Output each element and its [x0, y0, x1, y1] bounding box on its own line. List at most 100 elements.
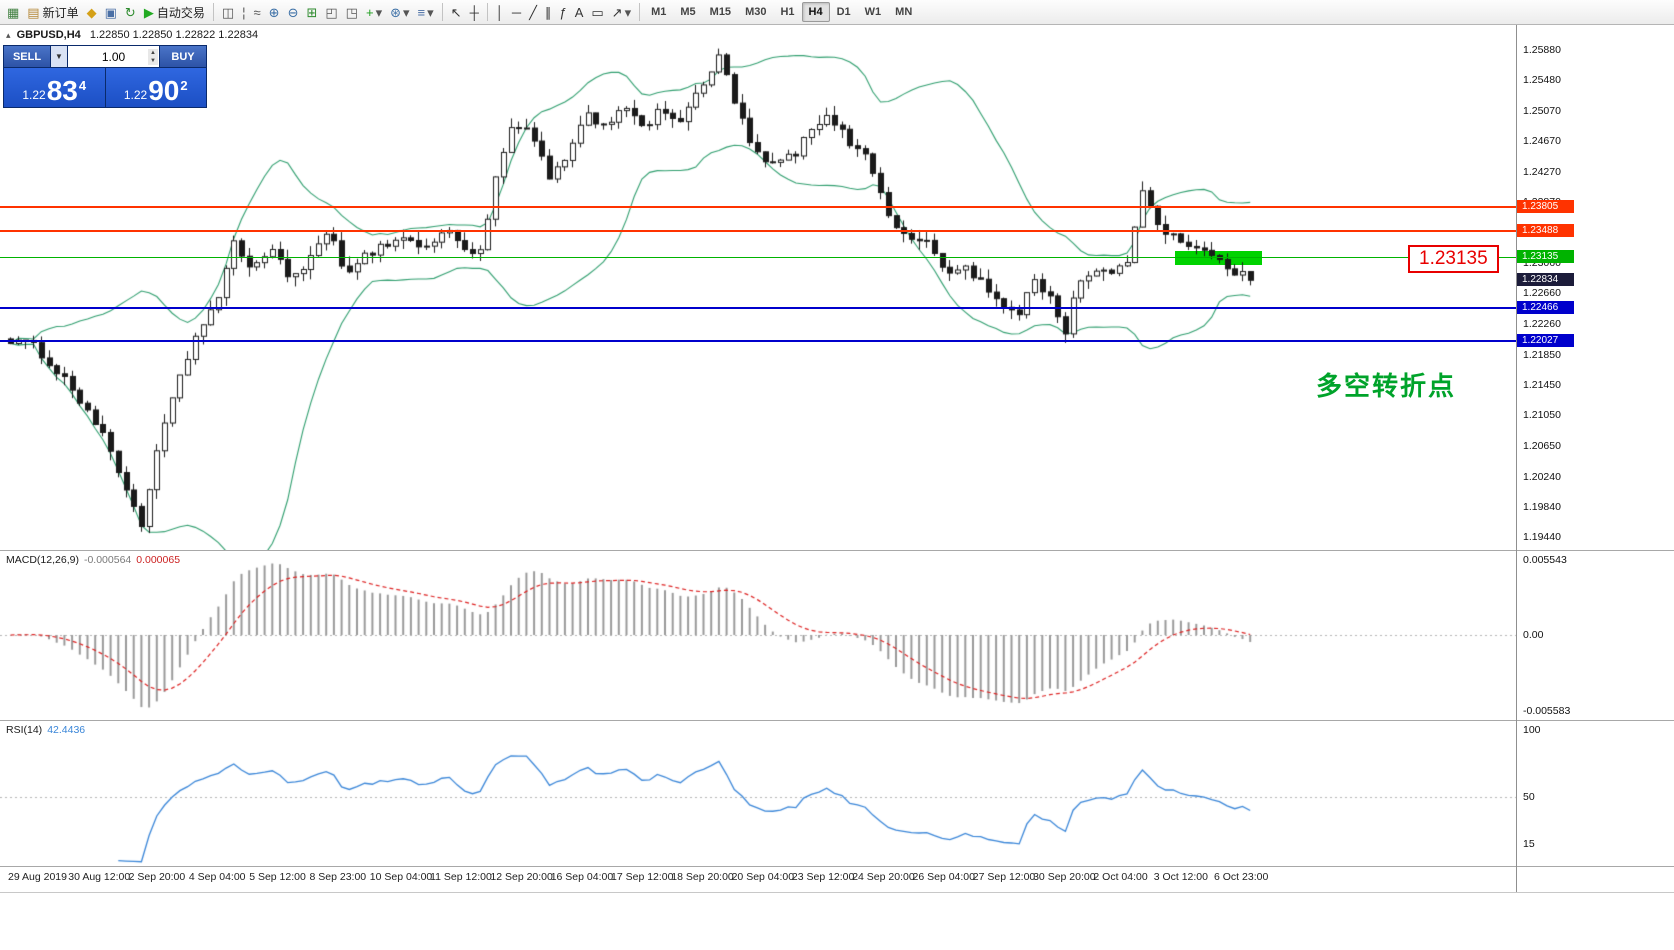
- autotrading-button[interactable]: ▶ 自动交易: [140, 2, 209, 23]
- zoom-in-icon: ⊕: [268, 4, 280, 20]
- symbol-timeframe: GBPUSD,H4: [16, 29, 81, 41]
- timeframe-m30[interactable]: M30: [745, 6, 767, 18]
- toolbar-separator: [441, 3, 443, 21]
- market-watch-icon[interactable]: ▣: [101, 2, 121, 23]
- toolbar-button-label: 新订单: [42, 5, 79, 20]
- vertical-line-icon[interactable]: │: [492, 2, 508, 23]
- timeframe-mn[interactable]: MN: [895, 6, 913, 18]
- dropdown-caret-icon[interactable]: ▾: [427, 4, 434, 20]
- dropdown-caret-icon[interactable]: ▾: [403, 4, 410, 20]
- horizontal-line-icon[interactable]: ─: [508, 2, 525, 23]
- vertical-line-icon: │: [495, 4, 504, 20]
- timeframe-m5[interactable]: M5: [680, 6, 696, 18]
- time-axis-label: 24 Sep 20:00: [852, 871, 915, 883]
- grid-icon[interactable]: ⊞: [302, 2, 321, 23]
- pane-separator[interactable]: [0, 720, 1674, 721]
- zoom-out-icon: ⊖: [287, 4, 299, 20]
- main-toolbar: ▦ ▤ 新订单 ◆ ▣ ↻ ▶ 自动交易 ◫ ¦ ≈ ⊕ ⊖ ⊞ ◰ ◳ + ▾ ⊛ ▾ ≡ ▾ ↖ ┼ │ ─ ╱ ∥ ƒ A ▭ ↗ ▾ M1…: [0, 0, 1674, 25]
- time-axis[interactable]: 29 Aug 2019 30 Aug 12:00 2 Sep 20:00 4 Sep …: [0, 866, 1516, 892]
- pane-separator[interactable]: [0, 550, 1674, 551]
- profiles-icon[interactable]: ⊛ ▾: [386, 2, 413, 23]
- time-axis-label: 3 Oct 12:00: [1153, 871, 1208, 883]
- main-chart-canvas[interactable]: [0, 24, 1516, 550]
- refresh-icon[interactable]: ↻: [121, 2, 140, 23]
- text-label-icon[interactable]: ▭: [587, 2, 607, 23]
- bar-chart-icon[interactable]: ◫: [218, 2, 238, 23]
- axis-separator: [0, 866, 1674, 867]
- cascade-windows-icon[interactable]: ◳: [342, 2, 362, 23]
- zoom-in-icon[interactable]: ⊕: [265, 2, 284, 23]
- horizontal-level-line[interactable]: [0, 229, 1516, 232]
- macd-axis-tick: -0.005583: [1523, 704, 1571, 717]
- rsi-axis-tick: 15: [1523, 837, 1535, 850]
- tile-windows-icon[interactable]: ◰: [321, 2, 341, 23]
- volume-spinner: ▲ ▼: [148, 46, 158, 67]
- timeframe-h4[interactable]: H4: [801, 2, 830, 22]
- annotation-text[interactable]: 多空转折点: [1316, 371, 1457, 401]
- price-callout[interactable]: 1.23135: [1408, 245, 1499, 273]
- new-order-icon: ▤: [27, 4, 40, 20]
- fibonacci-icon[interactable]: ƒ: [555, 2, 570, 23]
- crosshair-icon[interactable]: ┼: [466, 2, 483, 23]
- line-chart-icon: ≈: [253, 4, 261, 20]
- volume-down-icon[interactable]: ▼: [148, 56, 158, 65]
- charts-profile-icon[interactable]: ◆: [83, 2, 101, 23]
- sell-button[interactable]: SELL: [4, 46, 50, 67]
- timeframe-h1[interactable]: H1: [780, 6, 795, 18]
- buy-price[interactable]: 1.22 90 2: [104, 68, 206, 107]
- time-axis-label: 11 Sep 12:00: [430, 871, 492, 883]
- zoom-out-icon[interactable]: ⊖: [284, 2, 303, 23]
- cursor-icon[interactable]: ↖: [447, 2, 466, 23]
- arrows-icon[interactable]: ↗ ▾: [608, 2, 635, 23]
- tile-windows-icon: ◰: [325, 4, 338, 20]
- text-icon[interactable]: A: [571, 2, 588, 23]
- candlestick-chart-icon[interactable]: ¦: [238, 2, 249, 23]
- timeframe-m1[interactable]: M1: [651, 6, 667, 18]
- toolbar-separator: [212, 3, 214, 21]
- buy-button[interactable]: BUY: [160, 46, 206, 67]
- app-icon[interactable]: ▦: [3, 2, 23, 23]
- time-axis-label: 8 Sep 23:00: [309, 871, 367, 883]
- timeframe-w1[interactable]: W1: [864, 6, 882, 18]
- timeframe-d1[interactable]: D1: [836, 6, 851, 18]
- horizontal-level-line[interactable]: [0, 307, 1516, 310]
- bottom-border: [0, 892, 1674, 893]
- price-axis-tick: 1.19440: [1523, 531, 1561, 544]
- new-chart-icon: +: [365, 4, 374, 20]
- sell-price[interactable]: 1.22 83 4: [4, 68, 105, 107]
- new-chart-icon[interactable]: + ▾: [362, 2, 386, 23]
- dropdown-caret-icon[interactable]: ▾: [624, 4, 632, 20]
- channel-icon[interactable]: ∥: [541, 2, 556, 23]
- price-axis-tick: 1.20650: [1523, 439, 1561, 452]
- rsi-canvas[interactable]: [0, 721, 1516, 866]
- macd-axis-tick: 0.00: [1523, 629, 1544, 641]
- charts-profile-icon: ◆: [86, 4, 97, 20]
- volume-dropdown[interactable]: ▼: [50, 46, 67, 67]
- channel-icon: ∥: [544, 4, 552, 20]
- time-axis-label: 12 Sep 20:00: [490, 871, 553, 883]
- collapse-panel-icon[interactable]: ▴: [6, 30, 11, 40]
- bar-chart-icon: ◫: [221, 4, 235, 20]
- horizontal-level-line[interactable]: [0, 256, 1516, 258]
- volume-up-icon[interactable]: ▲: [148, 48, 158, 57]
- volume-input[interactable]: 1.00 ▲ ▼: [67, 46, 160, 67]
- horizontal-level-line[interactable]: [0, 340, 1516, 343]
- market-watch-icon: ▣: [104, 4, 117, 20]
- time-axis-label: 27 Sep 12:00: [972, 871, 1036, 883]
- new-order-button[interactable]: ▤ 新订单: [23, 2, 82, 23]
- trendline-icon[interactable]: ╱: [525, 2, 541, 23]
- time-axis-label: 5 Sep 12:00: [249, 871, 306, 883]
- fibonacci-icon: ƒ: [559, 4, 567, 20]
- chart-title: ▴ GBPUSD,H4 1.22850 1.22850 1.22822 1.22…: [6, 29, 258, 41]
- dropdown-caret-icon[interactable]: ▾: [375, 4, 383, 20]
- time-axis-label: 18 Sep 20:00: [671, 871, 734, 883]
- line-chart-icon[interactable]: ≈: [250, 2, 265, 23]
- horizontal-level-line[interactable]: [0, 205, 1516, 208]
- price-axis-tick: 1.21450: [1523, 379, 1561, 391]
- timeframe-m15[interactable]: M15: [709, 6, 732, 18]
- macd-canvas[interactable]: [0, 551, 1516, 720]
- price-level-label: 1.22466: [1517, 301, 1574, 315]
- price-axis-tick: 1.19840: [1523, 500, 1561, 513]
- indicators-icon[interactable]: ≡ ▾: [414, 2, 438, 23]
